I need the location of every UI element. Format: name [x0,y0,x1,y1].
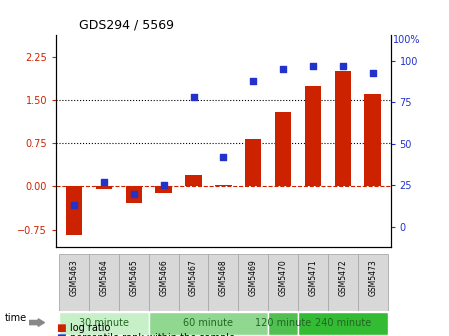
Bar [298,312,387,335]
Text: 120 minute: 120 minute [255,319,311,328]
Bar [179,254,208,311]
Bar [245,139,261,186]
Bar [305,86,321,186]
Bar [298,254,328,311]
Text: GDS294 / 5569: GDS294 / 5569 [79,19,174,32]
Point [190,95,197,100]
FancyArrow shape [29,319,44,326]
Text: GSM5473: GSM5473 [368,259,377,296]
Bar [66,186,82,236]
Point [369,70,376,75]
Point [250,78,257,84]
Text: GSM5468: GSM5468 [219,259,228,296]
Bar [328,254,358,311]
Point [339,63,347,69]
Bar [59,312,149,335]
Point [70,202,78,208]
Bar [126,186,142,203]
Text: 240 minute: 240 minute [315,319,371,328]
Point [130,191,137,196]
Bar [268,312,298,335]
Text: GSM5472: GSM5472 [339,259,348,296]
Text: GSM5464: GSM5464 [99,259,108,296]
Bar [149,312,268,335]
Point [160,182,167,188]
Bar [275,112,291,186]
Text: GSM5470: GSM5470 [279,259,288,296]
Bar [119,254,149,311]
Bar [215,185,232,186]
Text: GSM5471: GSM5471 [308,259,317,296]
Bar [59,254,89,311]
Bar [358,254,387,311]
Text: 60 minute: 60 minute [184,319,233,328]
Point [309,63,317,69]
Text: 100%: 100% [393,35,420,45]
Text: GSM5463: GSM5463 [70,259,79,296]
Bar [96,186,112,190]
Text: GSM5467: GSM5467 [189,259,198,296]
Text: ■: ■ [56,333,66,336]
Text: time: time [4,313,26,323]
Bar [185,175,202,186]
Bar [268,254,298,311]
Point [100,179,107,184]
Bar [208,254,238,311]
Text: percentile rank within the sample: percentile rank within the sample [70,333,234,336]
Point [280,67,287,72]
Text: GSM5466: GSM5466 [159,259,168,296]
Bar [335,71,351,186]
Text: log ratio: log ratio [70,323,110,333]
Bar [365,94,381,186]
Text: GSM5469: GSM5469 [249,259,258,296]
Bar [149,254,179,311]
Text: 30 minute: 30 minute [79,319,129,328]
Text: ■: ■ [56,323,66,333]
Bar [89,254,119,311]
Bar [238,254,268,311]
Text: GSM5465: GSM5465 [129,259,138,296]
Point [220,154,227,160]
Bar [155,186,172,194]
